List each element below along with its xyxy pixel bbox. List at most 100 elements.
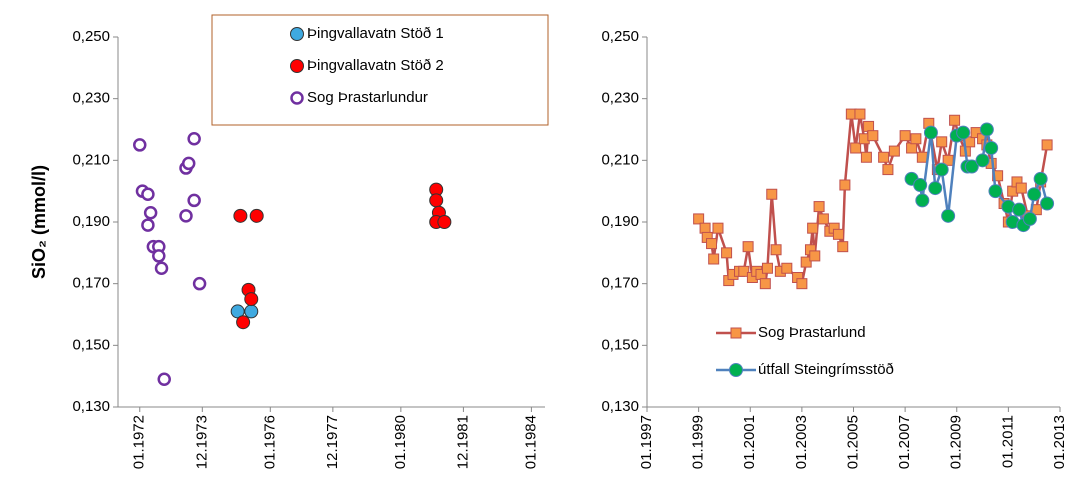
legend-marker — [290, 91, 304, 105]
y-tick-label: 0,150 — [601, 336, 639, 353]
x-tick-label: 01.2007 — [896, 415, 913, 469]
data-point — [949, 114, 961, 126]
x-tick-label: 01.1976 — [261, 415, 278, 469]
legend-box — [211, 14, 549, 126]
data-point — [738, 265, 750, 277]
legend-label: Þingvallavatn Stöð 2 — [307, 57, 444, 74]
data-point — [708, 253, 720, 265]
legend-marker — [290, 59, 304, 73]
data-point — [992, 170, 1004, 182]
data-point — [839, 179, 851, 191]
data-point — [693, 213, 705, 225]
data-point — [1041, 139, 1053, 151]
data-point — [964, 159, 979, 174]
x-tick-label: 01.1980 — [392, 415, 409, 469]
data-point — [936, 136, 948, 148]
y-tick-label: 0,170 — [601, 275, 639, 292]
data-point — [809, 250, 821, 262]
data-point — [975, 153, 990, 168]
data-point — [910, 133, 922, 145]
data-point — [906, 142, 918, 154]
x-tick-label: 01.1972 — [131, 415, 148, 469]
data-point — [915, 193, 930, 208]
x-tick-label: 12.1981 — [454, 415, 471, 469]
data-point — [233, 208, 248, 223]
legend-label: Þingvallavatn Stöð 1 — [307, 25, 444, 42]
data-point — [913, 178, 928, 192]
y-tick-label: 0,230 — [72, 90, 110, 107]
data-point — [837, 241, 849, 253]
data-point — [832, 228, 844, 240]
data-point — [766, 188, 778, 200]
data-point — [899, 130, 911, 142]
data-point — [813, 201, 825, 213]
data-point — [984, 141, 999, 155]
y-tick-label: 0,250 — [72, 28, 110, 45]
data-point — [888, 145, 900, 157]
legend-marker — [729, 363, 743, 377]
data-point — [988, 184, 1003, 199]
data-point — [860, 151, 872, 163]
x-tick-label: 01.1997 — [638, 415, 655, 469]
data-point — [817, 213, 829, 225]
data-point — [934, 162, 949, 177]
y-tick-label: 0,250 — [601, 28, 639, 45]
data-point — [1040, 196, 1055, 211]
legend-marker — [290, 27, 304, 41]
data-point — [742, 241, 754, 253]
x-tick-label: 12.1973 — [193, 415, 210, 469]
data-point — [882, 164, 894, 176]
data-point — [850, 142, 862, 154]
data-point — [854, 108, 866, 120]
x-tick-label: 01.2011 — [999, 415, 1016, 468]
data-point — [244, 304, 259, 319]
data-point — [699, 222, 711, 234]
data-point — [236, 315, 251, 330]
y-axis-label: SiO₂ (mmol/l) — [29, 165, 49, 279]
y-tick-label: 0,190 — [601, 213, 639, 230]
data-point — [867, 130, 879, 142]
x-tick-label: 01.1984 — [522, 415, 539, 469]
x-tick-label: 01.2001 — [741, 415, 758, 469]
data-point — [759, 278, 771, 290]
data-point — [187, 132, 201, 146]
data-point — [923, 125, 938, 140]
legend-label: Sog Þrastarlundur — [307, 89, 428, 106]
y-tick-label: 0,210 — [601, 151, 639, 168]
data-point — [133, 138, 147, 152]
data-point — [141, 187, 155, 201]
data-point — [796, 278, 808, 290]
data-point — [143, 206, 158, 220]
y-tick-label: 0,130 — [601, 398, 639, 415]
data-point — [429, 193, 444, 208]
data-point — [807, 222, 819, 234]
x-tick-label: 12.1977 — [324, 415, 341, 469]
data-point — [878, 151, 890, 163]
y-tick-label: 0,210 — [72, 151, 110, 168]
legend-label: útfall Steingrímsstöð — [758, 361, 894, 378]
y-tick-label: 0,150 — [72, 336, 110, 353]
legend-label: Sog Þrastarlund — [758, 324, 866, 341]
data-point — [916, 151, 928, 163]
y-tick-label: 0,230 — [601, 90, 639, 107]
data-point — [956, 125, 971, 140]
data-point — [781, 262, 793, 274]
data-point — [244, 292, 259, 307]
y-tick-label: 0,190 — [72, 213, 110, 230]
data-point — [770, 244, 782, 256]
legend-marker — [730, 327, 742, 339]
data-point — [800, 256, 812, 268]
y-tick-label: 0,170 — [72, 275, 110, 292]
data-point — [712, 222, 724, 234]
data-point — [941, 208, 956, 223]
data-point — [863, 120, 875, 132]
x-tick-label: 01.2003 — [793, 415, 810, 469]
x-tick-label: 01.1999 — [690, 415, 707, 469]
data-point — [249, 208, 264, 223]
data-point — [141, 218, 155, 232]
data-point — [1033, 171, 1048, 186]
data-point — [152, 249, 166, 263]
data-point — [1012, 202, 1027, 217]
